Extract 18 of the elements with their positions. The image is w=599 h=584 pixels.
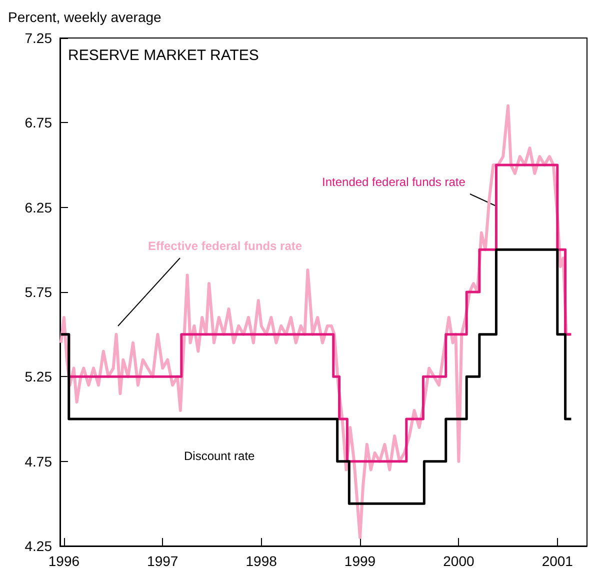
- text: Discount rate: [184, 449, 256, 463]
- y-tick-label: 4.25: [24, 538, 52, 554]
- x-tick-label: 1999: [344, 553, 376, 569]
- y-tick-label: 5.25: [24, 368, 52, 385]
- x-tick-label: 2001: [542, 553, 574, 569]
- text: RESERVE MARKET RATES: [68, 47, 259, 64]
- series-label: Effective federal funds rate: [148, 239, 302, 253]
- y-tick-label: 5.75: [24, 284, 52, 300]
- y-tick-label: 6.75: [24, 114, 52, 131]
- x-tick-label: 1998: [246, 553, 278, 569]
- text: Intended federal funds rate: [322, 175, 466, 189]
- x-tick-label: 1996: [48, 553, 80, 569]
- y-tick-label: 7.25: [24, 30, 52, 46]
- x-tick-label: 2000: [443, 553, 474, 569]
- y-axis-title: Percent, weekly average: [8, 9, 162, 25]
- x-tick-label: 1997: [147, 553, 178, 569]
- y-tick-label: 6.25: [24, 199, 52, 216]
- y-tick-label: 4.75: [24, 453, 52, 470]
